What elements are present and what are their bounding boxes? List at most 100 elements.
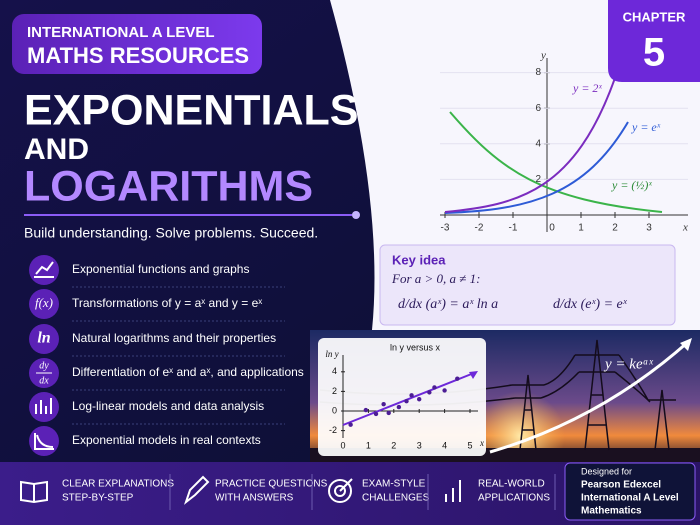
designed-for: Pearson Edexcel xyxy=(581,480,661,491)
y-tick-label: -2 xyxy=(329,425,337,435)
divider-dot xyxy=(352,211,360,219)
key-idea-box xyxy=(379,244,676,326)
topic-icon-text: dy xyxy=(39,360,49,371)
topic-icons xyxy=(34,261,54,450)
badge-line: MATHS RESOURCES xyxy=(27,43,249,68)
model-label: y = keᵃˣ xyxy=(603,356,654,372)
x-tick-label: -2 xyxy=(475,223,484,234)
graph-x-label: x xyxy=(682,222,688,234)
scatter-panel xyxy=(318,338,486,456)
x-tick-label: 3 xyxy=(646,223,652,234)
feature: EXAM-STYLE xyxy=(362,479,426,490)
designed-for: Designed for xyxy=(581,466,632,476)
chapter-label: CHAPTER xyxy=(623,9,686,24)
header-badge xyxy=(12,14,262,74)
title-line: EXPONENTIALS xyxy=(24,86,359,134)
x-tick-label: 1 xyxy=(578,223,584,234)
y-tick-label: 2 xyxy=(332,386,337,396)
chapter-badge xyxy=(608,0,700,82)
topic-icon xyxy=(29,289,59,319)
scatter-x-label: x xyxy=(479,438,484,448)
scatter-point xyxy=(432,385,437,390)
feature: APPLICATIONS xyxy=(478,493,550,504)
y-tick-label: 6 xyxy=(535,103,541,114)
chapter-number: 5 xyxy=(643,31,665,75)
scatter-point xyxy=(363,407,369,413)
feature: REAL-WORLD xyxy=(478,479,545,490)
badge-line: INTERNATIONAL A LEVEL xyxy=(27,24,215,41)
designed-for-box xyxy=(564,462,696,521)
x-tick-label: 2 xyxy=(612,223,618,234)
scatter-point xyxy=(381,401,386,407)
x-tick-label: 4 xyxy=(442,440,447,450)
scatter-title: ln y versus x xyxy=(390,342,441,352)
title-line: LOGARITHMS xyxy=(24,162,313,210)
features: CLEAR EXPLANATIONS STEP-BY-STEP PRACTICE Q… xyxy=(62,474,556,510)
y-tick-label: 4 xyxy=(332,366,337,376)
arrow-head xyxy=(680,338,692,351)
topic: Exponential functions and graphs xyxy=(72,262,249,276)
x-tick-label: -1 xyxy=(509,223,518,234)
scatter-point xyxy=(427,390,432,395)
scatter-y-label: ln y xyxy=(325,349,338,359)
scatter-point xyxy=(455,376,460,381)
y-tick-label: 0 xyxy=(332,405,337,415)
y-tick-label: 4 xyxy=(535,138,541,149)
y-tick-label: 8 xyxy=(535,67,541,78)
designed-for: International A Level xyxy=(581,493,679,504)
feature: STEP-BY-STEP xyxy=(62,493,134,504)
topic-icon xyxy=(29,392,59,422)
scatter-point xyxy=(404,399,409,404)
topic: Differentiation of eˣ and aˣ, and applic… xyxy=(72,365,304,379)
feature: WITH ANSWERS xyxy=(215,493,294,504)
topic-icon-text: f(x) xyxy=(35,295,53,310)
key-idea-condition: For a > 0, a ≠ 1: xyxy=(391,271,481,286)
curve-e-x xyxy=(444,121,629,214)
topic-icon-text: dx xyxy=(39,375,49,386)
trend-line xyxy=(342,372,475,426)
curve-2-x xyxy=(444,77,616,213)
y-tick-label: 2 xyxy=(535,174,541,185)
formula: d/dx (eˣ) = eˣ xyxy=(553,297,628,312)
feature: CLEAR EXPLANATIONS xyxy=(62,479,174,490)
formula: d/dx (aˣ) = aˣ ln a xyxy=(398,297,498,312)
key-idea-heading: Key idea xyxy=(392,252,446,267)
scatter-point xyxy=(348,422,353,427)
topic: Transformations of y = aˣ and y = eˣ xyxy=(72,296,262,310)
topic: Exponential models in real contexts xyxy=(72,433,261,447)
x-tick-label: 0 xyxy=(340,440,345,450)
scatter-point xyxy=(442,388,447,393)
graph-y-label: y xyxy=(540,50,546,62)
feature: PRACTICE QUESTIONS xyxy=(215,479,328,490)
x-tick-label: 2 xyxy=(391,440,396,450)
feature-icons xyxy=(20,475,461,505)
topic: Log-linear models and data analysis xyxy=(72,399,264,413)
x-tick-label: 1 xyxy=(366,440,371,450)
x-tick-label: -3 xyxy=(441,223,450,234)
curve-label: y = (½)ˣ xyxy=(611,178,652,192)
scatter-point xyxy=(409,393,414,398)
topic-icon-text: ln xyxy=(37,330,50,347)
curve-label: y = 2ˣ xyxy=(572,81,602,95)
designed-for: Mathematics xyxy=(581,506,642,517)
curve-label: y = eˣ xyxy=(631,120,661,134)
tagline: Build understanding. Solve problems. Suc… xyxy=(24,225,318,241)
scatter-point xyxy=(386,410,391,416)
feature: CHALLENGES xyxy=(362,493,430,504)
curve-half-x xyxy=(449,111,663,213)
title-line: AND xyxy=(24,133,89,166)
growth-arrow xyxy=(489,340,689,454)
trend-arrow xyxy=(469,371,478,379)
topic: Natural logarithms and their properties xyxy=(72,331,276,345)
x-tick-label: 0 xyxy=(549,223,555,234)
scatter-point xyxy=(417,397,422,402)
x-tick-label: 3 xyxy=(417,440,422,450)
x-tick-label: 5 xyxy=(467,440,472,450)
scatter-point xyxy=(373,411,379,417)
topic-icon xyxy=(29,255,59,285)
scatter-point xyxy=(396,404,402,410)
topic-icon xyxy=(29,324,59,354)
topic-icon xyxy=(29,426,59,456)
